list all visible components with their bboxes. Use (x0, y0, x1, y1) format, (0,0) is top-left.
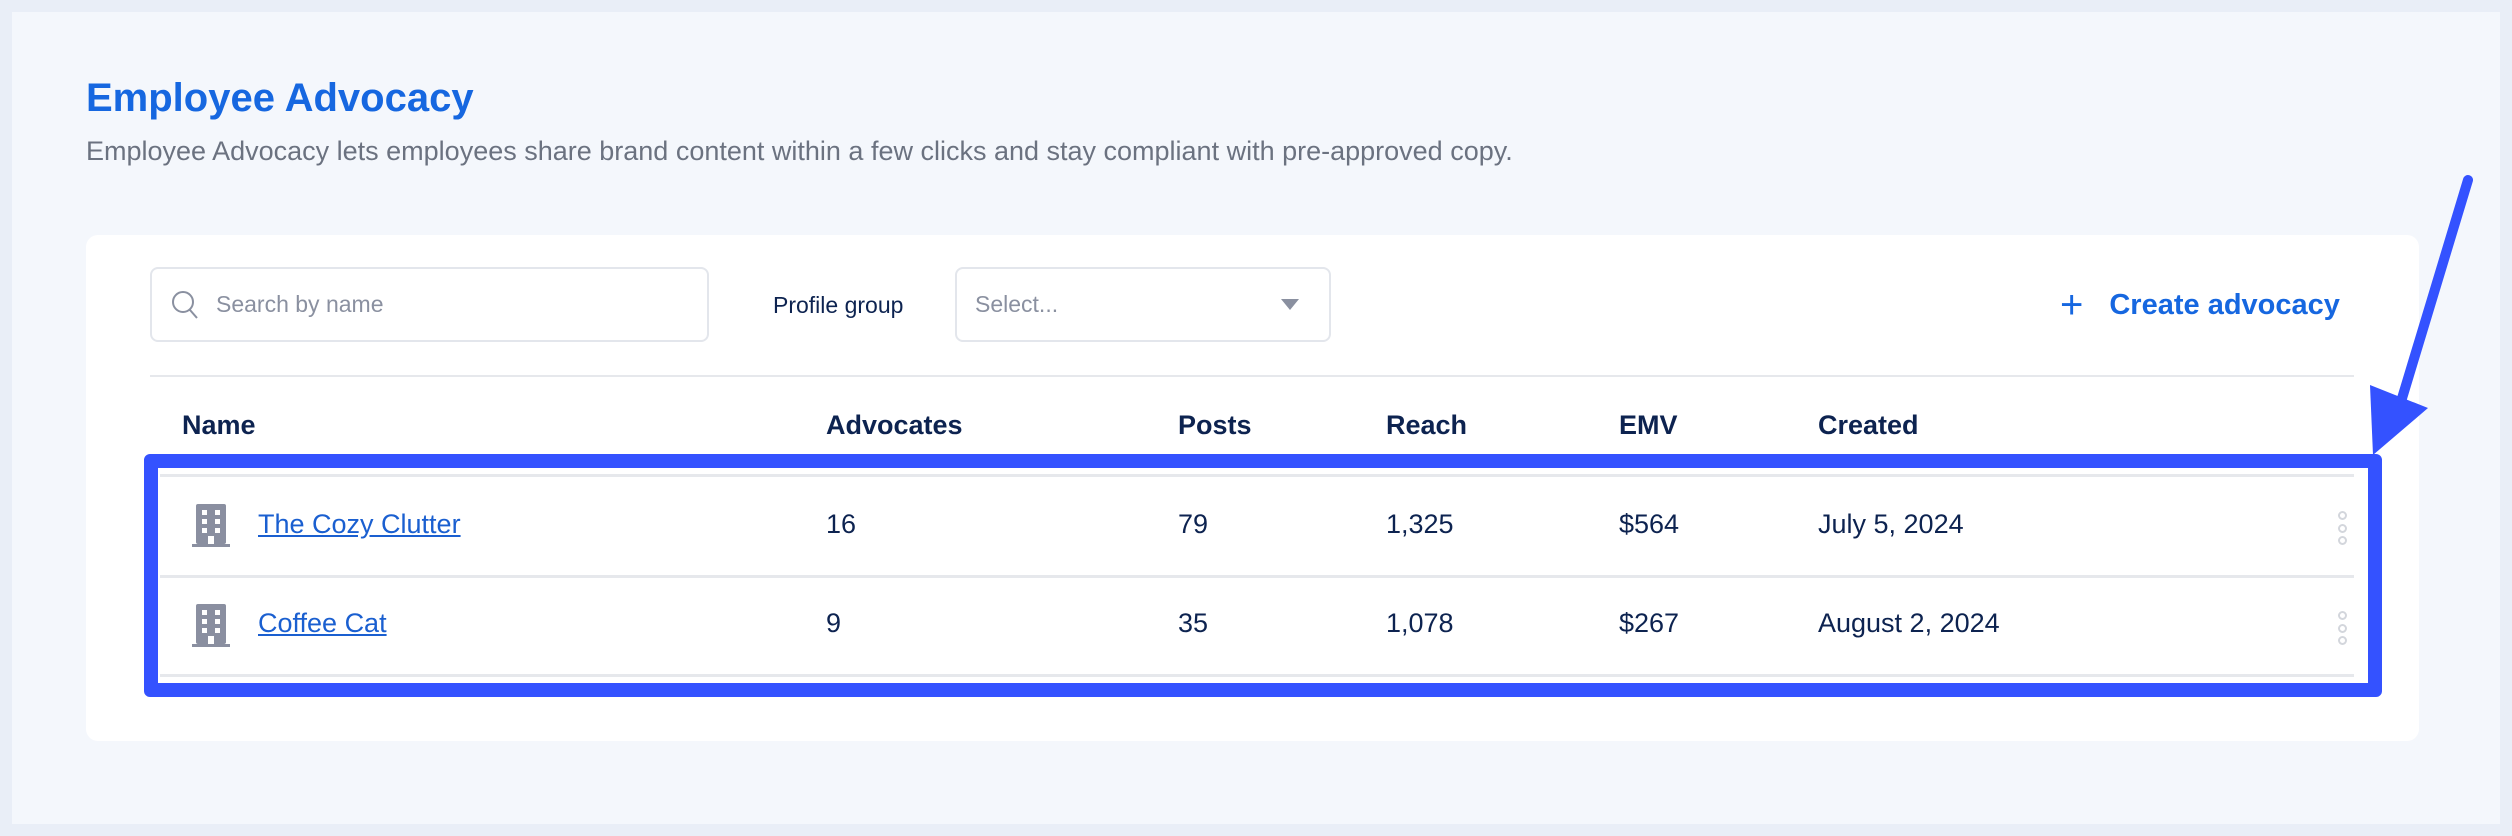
column-header-name[interactable]: Name (182, 410, 256, 440)
column-header-reach[interactable]: Reach (1386, 410, 1468, 440)
profile-group-placeholder: Select... (975, 291, 1059, 317)
cell-reach: 1,325 (1386, 509, 1454, 539)
cell-advocates: 9 (826, 608, 842, 638)
cell-posts: 35 (1178, 608, 1209, 638)
search-input[interactable]: Search by name (150, 267, 709, 342)
column-header-created[interactable]: Created (1818, 410, 1919, 440)
cell-posts: 79 (1178, 509, 1209, 539)
advocacy-name-link[interactable]: The Cozy Clutter (258, 509, 461, 539)
page-subtitle: Employee Advocacy lets employees share b… (86, 136, 1513, 166)
row-divider (160, 474, 2354, 477)
plus-icon: + (2060, 283, 2084, 327)
row-menu-kebab-icon[interactable] (2336, 611, 2348, 645)
cell-emv: $267 (1619, 608, 1680, 638)
cell-reach: 1,078 (1386, 608, 1454, 638)
column-header-emv[interactable]: EMV (1619, 410, 1678, 440)
search-placeholder: Search by name (216, 291, 384, 317)
profile-group-label: Profile group (773, 292, 904, 318)
building-icon (192, 604, 230, 647)
row-divider (160, 575, 2354, 578)
column-header-posts[interactable]: Posts (1178, 410, 1252, 440)
building-icon (192, 504, 230, 547)
caret-down-icon (1281, 299, 1299, 310)
create-advocacy-button[interactable]: + Create advocacy (2060, 285, 2340, 325)
row-menu-kebab-icon[interactable] (2336, 511, 2348, 545)
cell-created: July 5, 2024 (1818, 509, 1964, 539)
create-advocacy-label: Create advocacy (2109, 288, 2340, 321)
advocacy-card (86, 235, 2419, 741)
toolbar-divider (150, 375, 2354, 377)
profile-group-select[interactable]: Select... (955, 267, 1331, 342)
cell-created: August 2, 2024 (1818, 608, 2000, 638)
row-divider (160, 674, 2354, 677)
column-header-advocates[interactable]: Advocates (826, 410, 963, 440)
cell-emv: $564 (1619, 509, 1680, 539)
advocacy-name-link[interactable]: Coffee Cat (258, 608, 387, 638)
search-icon (172, 290, 198, 319)
cell-advocates: 16 (826, 509, 857, 539)
page-title: Employee Advocacy (86, 76, 474, 120)
